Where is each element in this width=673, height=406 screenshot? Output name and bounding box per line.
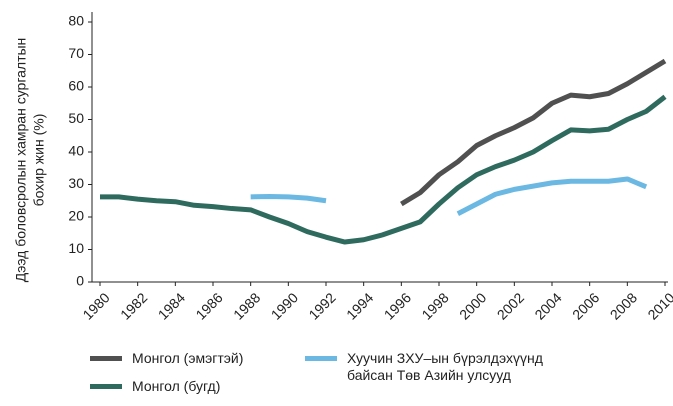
y-tick-label: 80 bbox=[68, 13, 84, 29]
series-line bbox=[250, 176, 648, 216]
x-tick-label: 1996 bbox=[381, 289, 414, 322]
x-tick-label: 1988 bbox=[230, 289, 263, 322]
y-axis-label: бохир жин (%) bbox=[31, 114, 47, 207]
legend-item: Хуучин ЗХУ–ын бүрэлдэхүүнд байсан Төв Аз… bbox=[305, 350, 565, 406]
y-tick-label: 40 bbox=[68, 143, 84, 159]
x-tick-label: 2008 bbox=[607, 289, 640, 322]
y-tick-label: 0 bbox=[76, 273, 84, 289]
x-tick-label: 2000 bbox=[456, 289, 489, 322]
x-tick-label: 1994 bbox=[343, 289, 376, 322]
series-line bbox=[400, 58, 667, 207]
legend-swatch bbox=[305, 356, 337, 361]
x-tick-label: 1986 bbox=[192, 289, 225, 322]
legend-label: Монгол (бугд) bbox=[132, 378, 221, 394]
y-tick-label: 20 bbox=[68, 208, 84, 224]
legend-item: Монгол (бугд) bbox=[90, 378, 305, 406]
legend-item: Монгол (эмэгтэй) bbox=[90, 350, 305, 378]
x-tick-label: 2006 bbox=[569, 289, 602, 322]
y-tick-label: 50 bbox=[68, 110, 84, 126]
legend-swatch bbox=[90, 356, 122, 361]
legend-swatch bbox=[90, 384, 122, 389]
x-tick-label: 1998 bbox=[418, 289, 451, 322]
y-tick-label: 70 bbox=[68, 45, 84, 61]
x-tick-label: 1990 bbox=[268, 289, 301, 322]
x-tick-label: 1980 bbox=[79, 289, 112, 322]
legend: Монгол (эмэгтэй) Монгол (бугд) Хуучин ЗХУ–… bbox=[90, 350, 565, 406]
legend-label: Хуучин ЗХУ–ын бүрэлдэхүүнд байсан Төв Аз… bbox=[347, 350, 543, 383]
x-tick-label: 1982 bbox=[117, 289, 150, 322]
y-tick-label: 30 bbox=[68, 175, 84, 191]
x-tick-label: 1992 bbox=[305, 289, 338, 322]
legend-label: Монгол (эмэгтэй) bbox=[132, 350, 244, 366]
x-tick-label: 1984 bbox=[155, 289, 188, 322]
x-tick-label: 2002 bbox=[494, 289, 527, 322]
x-tick-label: 2004 bbox=[531, 289, 564, 322]
chart: Дээд боловсролын хамран сургалтын бохир … bbox=[13, 12, 673, 323]
y-axis-label: Дээд боловсролын хамран сургалтын bbox=[13, 38, 29, 283]
y-tick-label: 10 bbox=[68, 240, 84, 256]
series-line bbox=[100, 94, 667, 245]
y-tick-label: 60 bbox=[68, 78, 84, 94]
x-tick-label: 2010 bbox=[644, 289, 673, 322]
